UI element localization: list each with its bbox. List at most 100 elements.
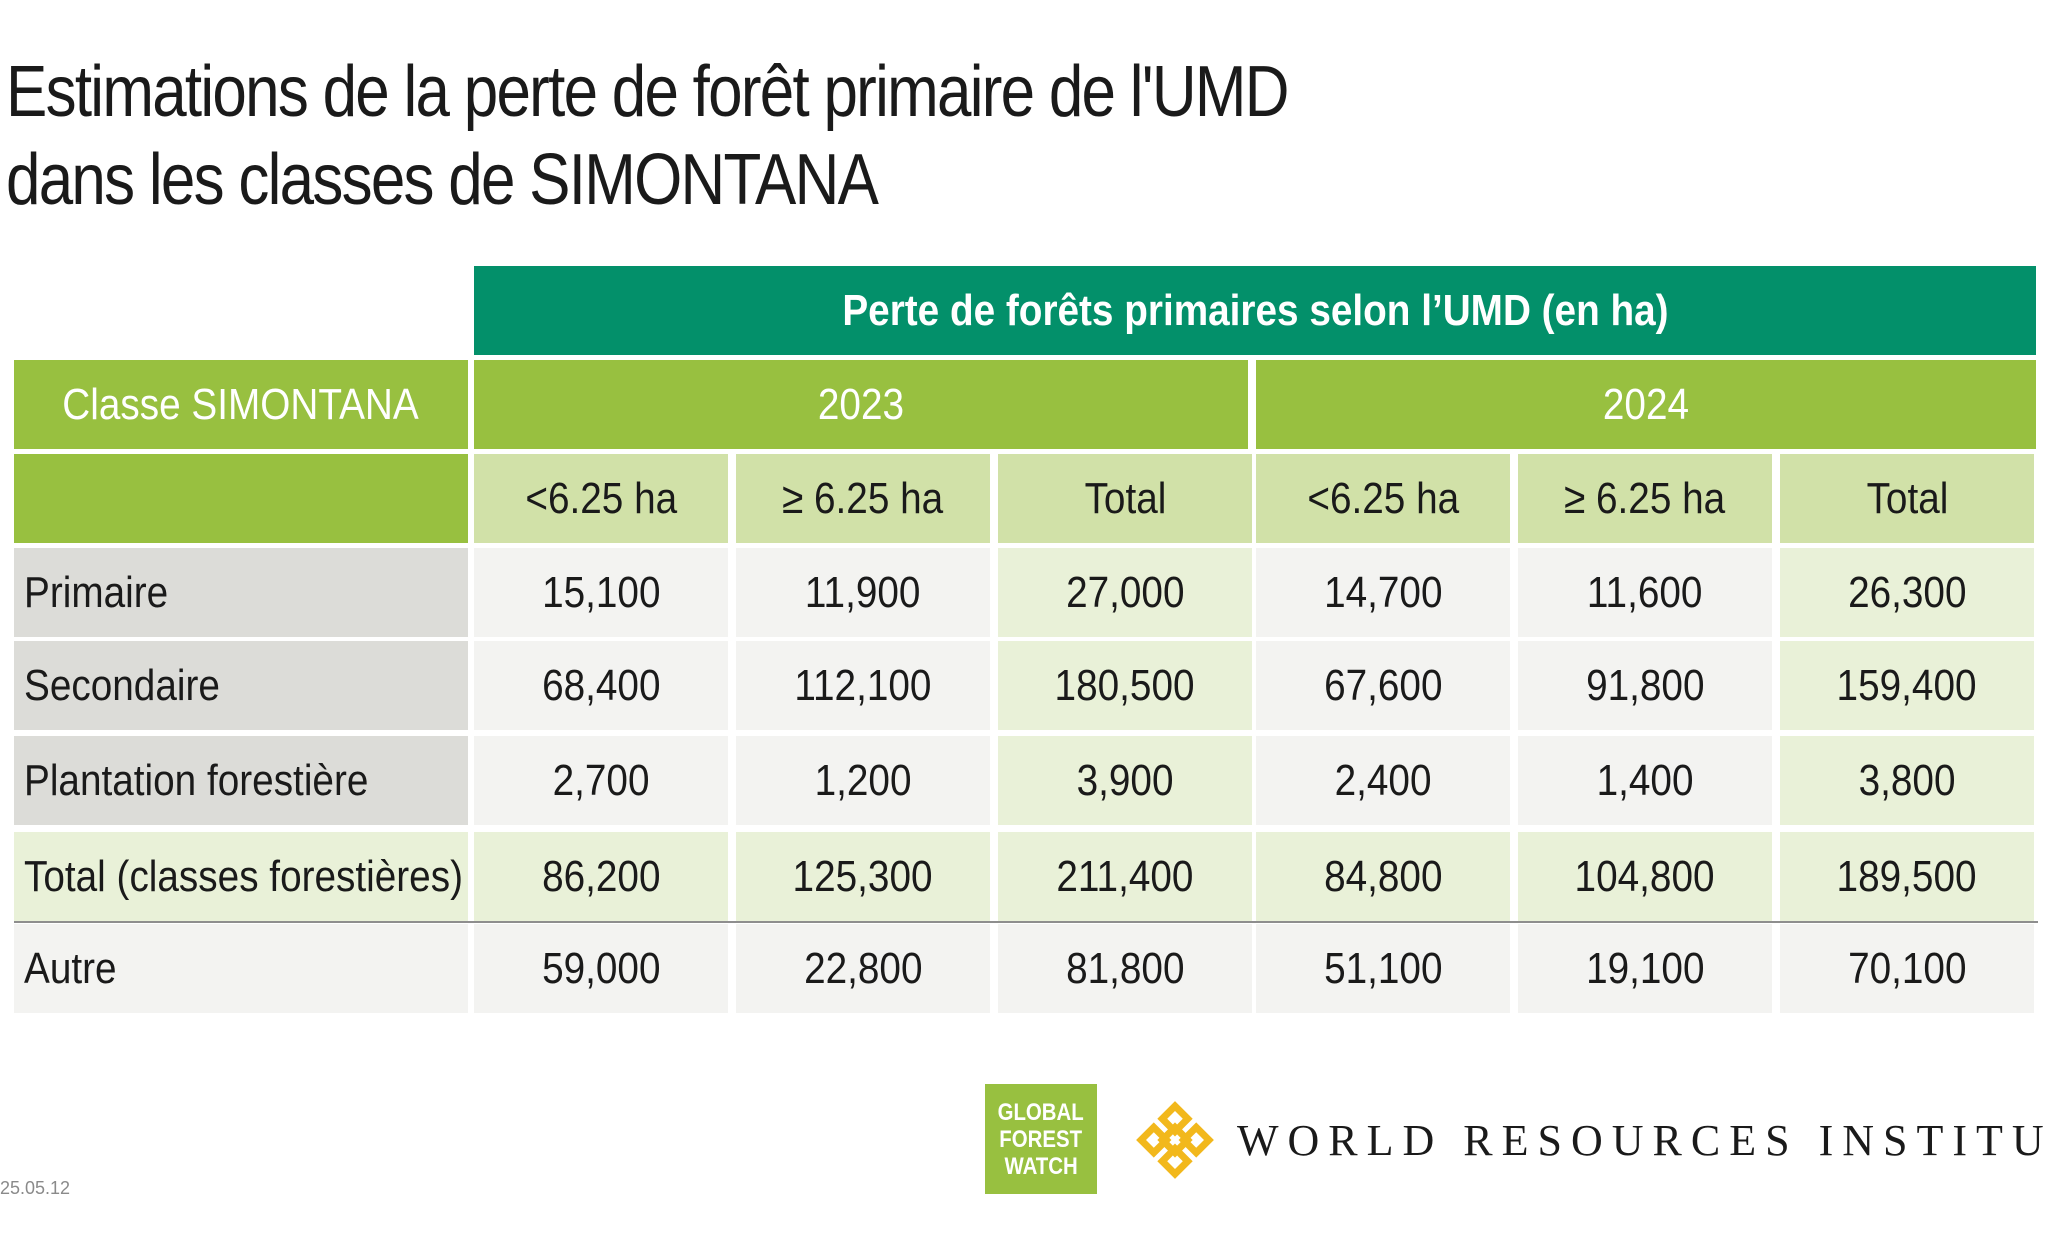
table-cell-text: 67,600 — [1323, 660, 1443, 710]
table-cell-text: 70,100 — [1847, 943, 1967, 993]
table-cell-text: 2,400 — [1334, 755, 1432, 805]
table-cell: 1,400 — [1518, 736, 1772, 825]
row-label: Secondaire — [14, 641, 468, 730]
gfw-logo-line-3: WATCH — [1004, 1152, 1078, 1180]
gfw-logo-line-2: FOREST — [999, 1125, 1083, 1153]
super-header-text: Perte de forêts primaires selon l’UMD (e… — [841, 285, 1669, 335]
table-cell: 211,400 — [998, 832, 1252, 921]
table-cell: 15,100 — [474, 548, 728, 637]
table-cell-text: 3,900 — [1076, 755, 1174, 805]
year-header-2023-text: 2023 — [817, 379, 905, 429]
table-cell: 2,700 — [474, 736, 728, 825]
table-cell: 22,800 — [736, 924, 990, 1013]
table-cell-text: 26,300 — [1847, 567, 1967, 617]
table-cell-text: 27,000 — [1065, 567, 1185, 617]
sub-header-0-text: <6.25 ha — [525, 473, 677, 523]
sub-header-3: <6.25 ha — [1256, 454, 1510, 543]
table-cell-text: 11,600 — [1587, 567, 1703, 617]
table-cell: 84,800 — [1256, 832, 1510, 921]
sub-header-5-text: Total — [1866, 473, 1948, 523]
table-cell: 81,800 — [998, 924, 1252, 1013]
table-cell: 1,200 — [736, 736, 990, 825]
table-cell-text: 84,800 — [1323, 851, 1443, 901]
table-cell: 11,900 — [736, 548, 990, 637]
table-cell-text: 51,100 — [1323, 943, 1443, 993]
table-cell-text: 125,300 — [793, 851, 933, 901]
table-cell: 104,800 — [1518, 832, 1772, 921]
table-cell-text: 68,400 — [541, 660, 661, 710]
class-header: Classe SIMONTANA — [14, 360, 468, 449]
table-cell-text: 14,700 — [1323, 567, 1443, 617]
row-label: Plantation forestière — [14, 736, 468, 825]
table-cell: 125,300 — [736, 832, 990, 921]
table-cell-text: 86,200 — [541, 851, 661, 901]
table-cell: 189,500 — [1780, 832, 2034, 921]
table-cell: 67,600 — [1256, 641, 1510, 730]
page-title: Estimations de la perte de forêt primair… — [6, 48, 1289, 224]
row-label-text: Plantation forestière — [24, 755, 369, 805]
title-line-1: Estimations de la perte de forêt primair… — [6, 52, 1289, 132]
table-cell-text: 22,800 — [803, 943, 923, 993]
sub-header-0: <6.25 ha — [474, 454, 728, 543]
table-cell: 14,700 — [1256, 548, 1510, 637]
table-cell: 112,100 — [736, 641, 990, 730]
table-cell: 26,300 — [1780, 548, 2034, 637]
table-cell: 2,400 — [1256, 736, 1510, 825]
title-line-2: dans les classes de SIMONTANA — [6, 140, 879, 220]
table-cell-text: 15,100 — [541, 567, 661, 617]
row-label-text: Secondaire — [24, 660, 220, 710]
table-cell: 86,200 — [474, 832, 728, 921]
sub-header-5: Total — [1780, 454, 2034, 543]
table-cell: 3,900 — [998, 736, 1252, 825]
table-cell-text: 1,200 — [814, 755, 912, 805]
table-cell: 68,400 — [474, 641, 728, 730]
table-cell-text: 59,000 — [541, 943, 661, 993]
table-cell-text: 189,500 — [1837, 851, 1977, 901]
wri-logo-icon — [1136, 1101, 1214, 1179]
table-cell-text: 1,400 — [1596, 755, 1694, 805]
sub-header-4: ≥ 6.25 ha — [1518, 454, 1772, 543]
table-cell-text: 2,700 — [552, 755, 650, 805]
table-cell-text: 3,800 — [1858, 755, 1956, 805]
row-label-text: Autre — [24, 943, 117, 993]
date-stamp: 25.05.12 — [0, 1178, 71, 1198]
sub-header-3-text: <6.25 ha — [1307, 473, 1459, 523]
table-cell: 3,800 — [1780, 736, 2034, 825]
table-cell-text: 91,800 — [1585, 660, 1705, 710]
table-cell-text: 81,800 — [1065, 943, 1185, 993]
row-label: Autre — [14, 924, 468, 1013]
table-cell: 19,100 — [1518, 924, 1772, 1013]
gfw-logo-line-1: GLOBAL — [997, 1098, 1085, 1126]
row-label: Total (classes forestières) — [14, 832, 468, 921]
table-cell-text: 112,100 — [794, 660, 932, 710]
class-header-text: Classe SIMONTANA — [62, 379, 420, 429]
table-cell-text: 11,900 — [805, 567, 921, 617]
row-label: Primaire — [14, 548, 468, 637]
sub-header-4-text: ≥ 6.25 ha — [1564, 473, 1726, 523]
sub-header-2-text: Total — [1084, 473, 1166, 523]
table-cell: 59,000 — [474, 924, 728, 1013]
table-cell: 51,100 — [1256, 924, 1510, 1013]
table-cell: 70,100 — [1780, 924, 2034, 1013]
year-header-2024: 2024 — [1256, 360, 2036, 449]
super-header: Perte de forêts primaires selon l’UMD (e… — [474, 266, 2036, 355]
sub-header-1-text: ≥ 6.25 ha — [782, 473, 944, 523]
wri-name: WORLD RESOURCES INSTITUTE — [1237, 1116, 2048, 1165]
autre-separator-line — [14, 921, 2038, 923]
sub-header-1: ≥ 6.25 ha — [736, 454, 990, 543]
table-cell-text: 19,100 — [1585, 943, 1705, 993]
year-header-2024-text: 2024 — [1602, 379, 1690, 429]
table-cell-text: 211,400 — [1056, 851, 1194, 901]
table-cell: 91,800 — [1518, 641, 1772, 730]
row-label-text: Total (classes forestières) — [24, 851, 463, 901]
sub-header-blank — [14, 454, 468, 543]
table-cell-text: 159,400 — [1837, 660, 1977, 710]
gfw-logo: GLOBAL FOREST WATCH — [985, 1084, 1097, 1194]
row-label-text: Primaire — [24, 567, 169, 617]
table-cell-text: 180,500 — [1055, 660, 1195, 710]
table-cell-text: 104,800 — [1575, 851, 1715, 901]
table-cell: 180,500 — [998, 641, 1252, 730]
table-cell: 11,600 — [1518, 548, 1772, 637]
year-header-2023: 2023 — [474, 360, 1248, 449]
table-cell: 159,400 — [1780, 641, 2034, 730]
